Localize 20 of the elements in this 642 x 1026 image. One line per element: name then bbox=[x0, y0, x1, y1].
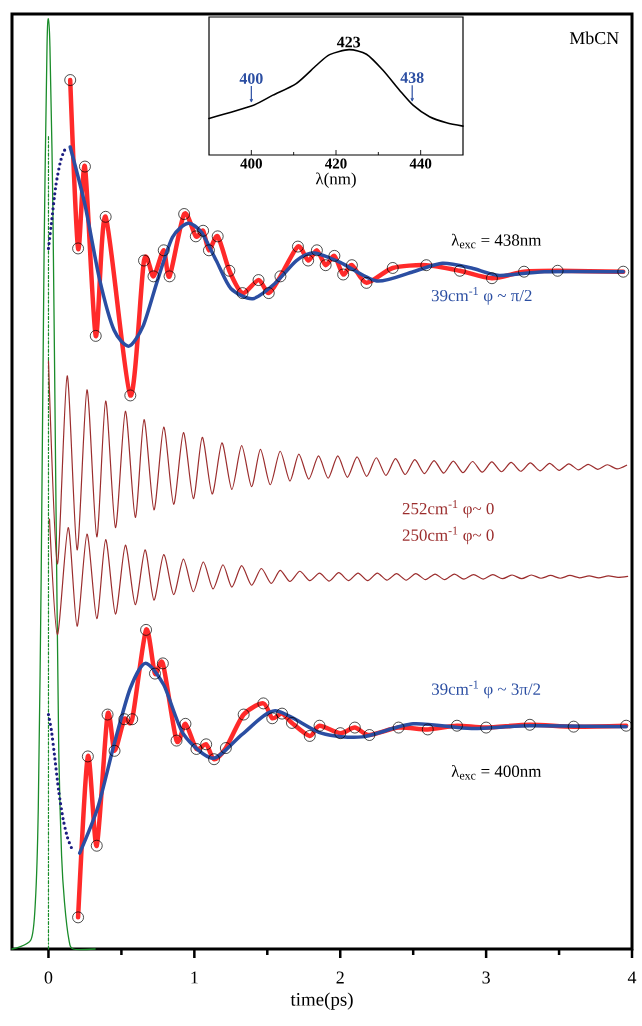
annotation: 400 bbox=[239, 73, 263, 84]
series-label: λ$_{exc}$ = 438nm bbox=[451, 233, 542, 249]
annotation: 423 bbox=[336, 36, 361, 48]
series-label: 250cm$^{-1}$ φ~ 0 bbox=[402, 526, 494, 545]
x-tick-label: 1 bbox=[191, 971, 198, 984]
x-tick-label: 440 bbox=[409, 158, 432, 169]
x-tick-label: 0 bbox=[44, 971, 53, 984]
series-label: 252cm$^{-1}$ φ~ 0 bbox=[402, 500, 494, 518]
text: λ$_{exc}$ = 400nm bbox=[451, 764, 542, 780]
x-tick-label: 420 bbox=[325, 158, 347, 169]
x-tick-label: 2 bbox=[336, 971, 344, 984]
x-axis-title: time(ps) bbox=[290, 992, 353, 1010]
x-axis-title: λ(nm) bbox=[315, 172, 356, 188]
x-tick-label: 3 bbox=[482, 971, 490, 984]
x-tick-label: 400 bbox=[240, 158, 262, 169]
annotation: MbCN bbox=[569, 31, 619, 45]
series-label: 39cm$^{-1}$ φ ~ 3π/2 bbox=[432, 680, 541, 699]
series-label: 39cm$^{-1}$ φ ~ π/2 bbox=[431, 287, 532, 305]
x-tick-label: 4 bbox=[627, 971, 637, 984]
annotation: 438 bbox=[400, 72, 424, 83]
